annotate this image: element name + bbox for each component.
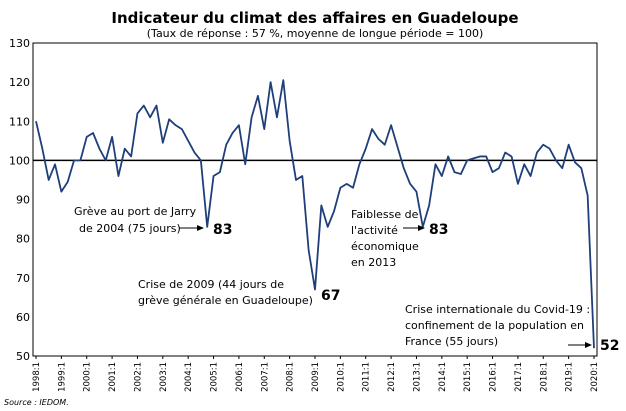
x-tick-label: 2014:1 xyxy=(438,362,448,392)
annotation-2013-arrow xyxy=(403,225,425,231)
x-tick-label: 2003:1 xyxy=(159,362,169,392)
annotation-2013-line-3: économique xyxy=(351,240,419,253)
annotation-jarry-line-1: Grève au port de Jarry xyxy=(74,205,197,218)
x-tick-label: 2002:1 xyxy=(133,362,143,392)
x-tick-label: 2018:1 xyxy=(539,362,549,392)
x-tick-label: 2015:1 xyxy=(463,362,473,392)
chart-subtitle: (Taux de réponse : 57 %, moyenne de long… xyxy=(147,27,483,40)
x-tick-label: 2001:1 xyxy=(108,362,118,392)
y-tick-label: 120 xyxy=(9,76,30,89)
x-tick-label: 2006:1 xyxy=(235,362,245,392)
annotation-crise-2009: Crise de 2009 (44 jours de grève général… xyxy=(138,278,340,307)
annotation-covid-line-2: confinement de la population en xyxy=(405,319,584,332)
y-axis-ticks: 50 60 70 80 90 100 110 120 130 xyxy=(9,37,30,363)
x-tick-label: 2000:1 xyxy=(83,362,93,392)
annotation-2013-line-2: l'activité xyxy=(351,224,398,237)
x-tick-label: 2010:1 xyxy=(336,362,346,392)
x-tick-label: 2016:1 xyxy=(489,362,499,392)
annotation-2013-line-4: en 2013 xyxy=(351,256,396,269)
plot-area xyxy=(32,42,598,357)
series-line xyxy=(35,79,595,349)
annotation-jarry-line-2: de 2004 (75 jours) xyxy=(79,222,181,235)
annotation-jarry-2004: Grève au port de Jarry de 2004 (75 jours… xyxy=(74,205,232,238)
y-tick-label: 90 xyxy=(16,194,30,207)
y-tick-label: 50 xyxy=(16,350,30,363)
y-tick-label: 70 xyxy=(16,272,30,285)
x-tick-label: 2012:1 xyxy=(387,362,397,392)
x-tick-label: 2013:1 xyxy=(412,362,422,392)
chart-title: Indicateur du climat des affaires en Gua… xyxy=(111,9,518,27)
x-tick-label: 2004:1 xyxy=(184,362,194,392)
y-tick-label: 130 xyxy=(9,37,30,50)
y-tick-label: 60 xyxy=(16,311,30,324)
x-tick-label: 2005:1 xyxy=(210,362,220,392)
x-tick-label: 1998:1 xyxy=(32,362,42,392)
x-tick-label: 2007:1 xyxy=(260,362,270,392)
annotation-covid-line-3: France (55 jours) xyxy=(405,335,498,348)
annotation-2009-value: 67 xyxy=(321,288,340,304)
x-tick-label: 1999:1 xyxy=(57,362,67,392)
annotation-jarry-arrow xyxy=(179,225,204,231)
y-tick-label: 110 xyxy=(9,115,30,128)
x-tick-label: 2011:1 xyxy=(362,362,372,392)
annotation-covid-19: Crise internationale du Covid-19 : confi… xyxy=(405,303,619,354)
annotation-faiblesse-2013: Faiblesse de l'activité économique en 20… xyxy=(351,208,448,269)
annotation-jarry-value: 83 xyxy=(213,222,232,238)
x-axis-ticks: 1998:1 1999:1 2000:1 2001:1 2002:1 2003:1 2004… xyxy=(32,356,600,392)
x-tick-label: 2017:1 xyxy=(514,362,524,392)
annotation-covid-value: 52 xyxy=(600,338,619,354)
annotation-2009-line-1: Crise de 2009 (44 jours de xyxy=(138,278,284,291)
annotation-covid-line-1: Crise internationale du Covid-19 : xyxy=(405,303,590,316)
x-tick-label: 2008:1 xyxy=(286,362,296,392)
annotation-2009-line-2: grève générale en Guadeloupe) xyxy=(138,294,313,307)
x-tick-label: 2019:1 xyxy=(565,362,575,392)
x-tick-label: 2009:1 xyxy=(311,362,321,392)
annotation-covid-arrow xyxy=(568,342,592,348)
x-tick-label: 2020:1 xyxy=(590,362,600,392)
annotation-2013-line-1: Faiblesse de xyxy=(351,208,419,221)
annotation-2013-value: 83 xyxy=(429,222,448,238)
y-tick-label: 80 xyxy=(16,233,30,246)
y-tick-label: 100 xyxy=(9,154,30,167)
source-note: Source : IEDOM. xyxy=(4,398,69,407)
